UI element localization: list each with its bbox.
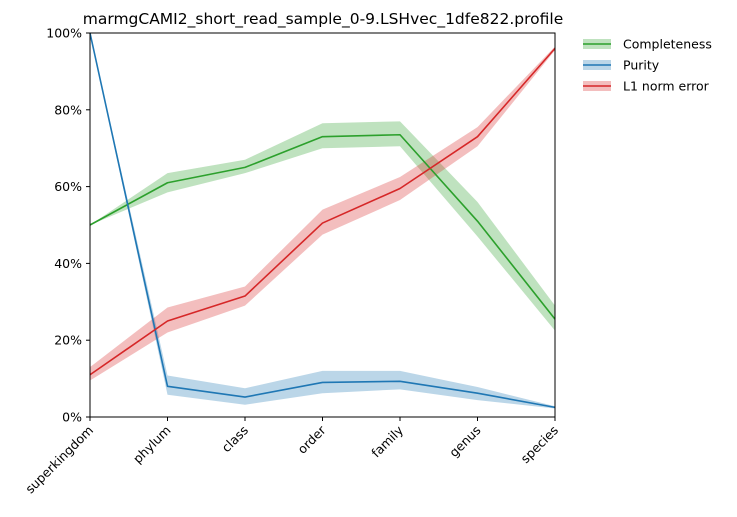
x-tick-label: genus <box>446 423 483 460</box>
chart-title: marmgCAMI2_short_read_sample_0-9.LSHvec_… <box>83 10 563 29</box>
y-tick-label: 60% <box>54 179 82 194</box>
x-tick-label: species <box>518 423 562 467</box>
x-tick-label: phylum <box>130 423 174 467</box>
purity-legend-label: Purity <box>623 58 660 73</box>
series-lines <box>89 32 556 409</box>
x-tick-label: order <box>294 422 329 457</box>
l1-norm-error-legend-label: L1 norm error <box>623 79 710 94</box>
completeness-legend-label: Completeness <box>623 37 712 52</box>
x-axis: superkingdom phylum class order family genus s… <box>22 417 561 496</box>
l1-norm-error-band <box>90 46 555 381</box>
x-tick-label: class <box>219 423 252 456</box>
y-tick-label: 40% <box>54 256 82 271</box>
completeness-band <box>90 121 555 331</box>
y-tick-label: 80% <box>54 102 82 117</box>
y-tick-label: 100% <box>46 26 82 41</box>
y-tick-label: 0% <box>62 410 82 425</box>
y-tick-label: 20% <box>54 333 82 348</box>
confidence-bands <box>90 33 555 409</box>
legend: Completeness Purity L1 norm error <box>583 37 712 94</box>
x-tick-label: family <box>368 422 406 460</box>
y-axis: 0% 20% 40% 60% 80% 100% <box>46 26 90 425</box>
x-tick-label: superkingdom <box>22 423 96 497</box>
